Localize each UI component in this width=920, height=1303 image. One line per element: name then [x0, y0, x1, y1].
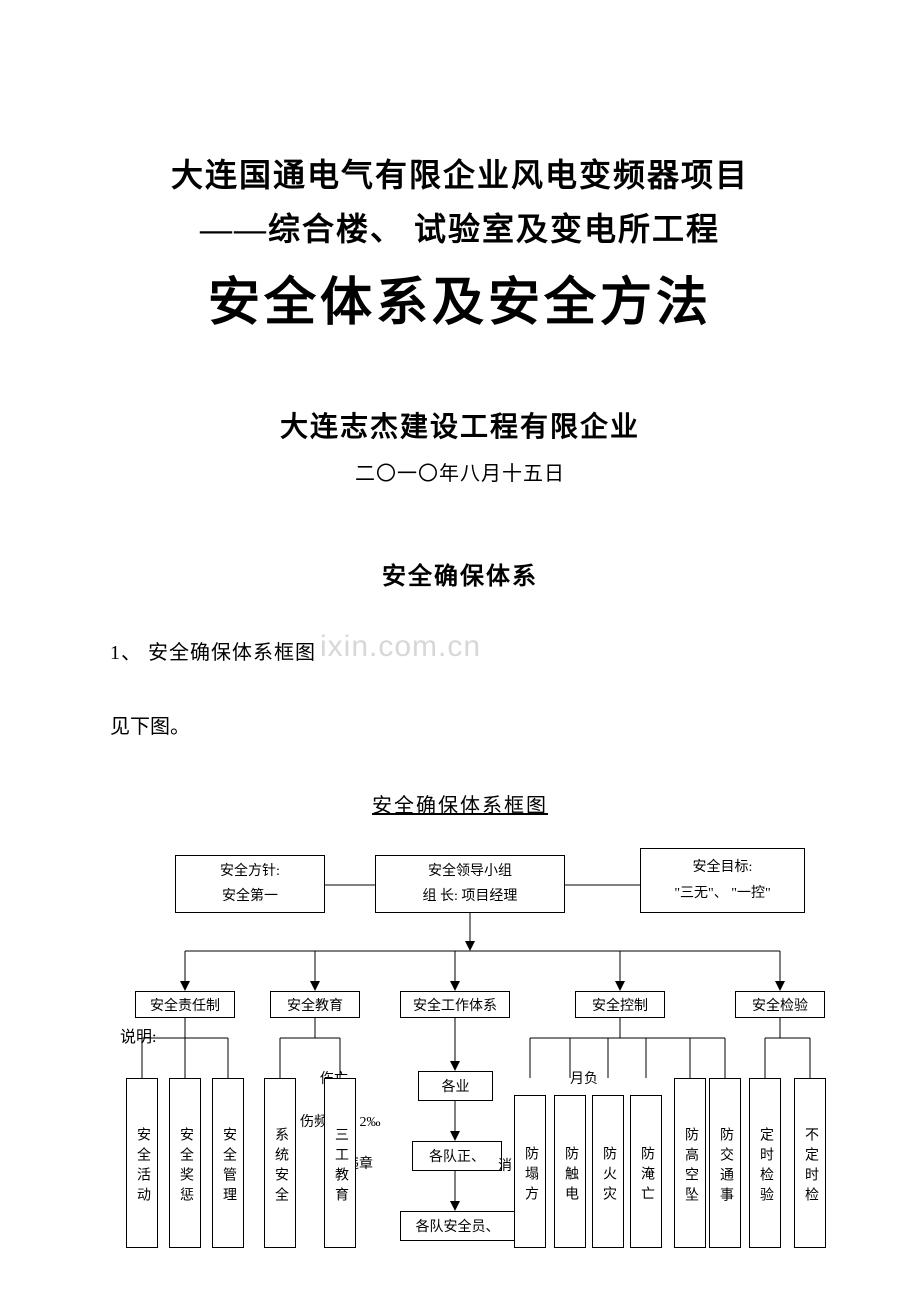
top-box-right: 安全目标: "三无"、 "一控" [640, 848, 805, 913]
document-date: 二〇一〇年八月十五日 [0, 457, 920, 486]
document-main-title: 安全体系及安全方法 [0, 260, 920, 335]
vbox-9: 防淹亡 [630, 1095, 662, 1248]
top-right-line1: 安全目标: [693, 855, 753, 880]
top-box-left: 安全方针: 安全第一 [175, 855, 325, 913]
chart-title: 安全确保体系框图 [0, 789, 920, 818]
top-left-line1: 安全方针: [220, 859, 280, 884]
vbox-4: 系统安全 [264, 1078, 296, 1248]
section-title: 安全确保体系 [0, 556, 920, 591]
mid-box-2: 各队正、 [412, 1141, 502, 1171]
org-chart-diagram: 安全方针: 安全第一 安全领导小组 组 长: 项目经理 安全目标: "三无"、 … [0, 843, 920, 1303]
vbox-1: 安全活动 [126, 1078, 158, 1248]
ghost-xiao: 消 [498, 1155, 512, 1175]
top-box-center: 安全领导小组 组 长: 项目经理 [375, 855, 565, 913]
vbox-12: 定时检验 [749, 1078, 781, 1248]
vbox-10: 防高空坠 [674, 1078, 706, 1248]
sub-heading: 1、 安全确保体系框图 [110, 636, 920, 665]
row2-box-5: 安全检验 [735, 991, 825, 1018]
row2-box-2: 安全教育 [270, 991, 360, 1018]
see-below-text: 见下图。 [110, 710, 920, 739]
row2-box-1: 安全责任制 [135, 991, 235, 1018]
top-right-line2: "三无"、 "一控" [674, 881, 770, 906]
mid-box-1: 各业 [418, 1071, 493, 1101]
project-title-line2: ——综合楼、 试验室及变电所工程 [0, 204, 920, 250]
vbox-11: 防交通事 [709, 1078, 741, 1248]
vbox-13: 不定时检 [794, 1078, 826, 1248]
vbox-3: 安全管理 [212, 1078, 244, 1248]
mid-box-3: 各队安全员、 [400, 1211, 515, 1241]
vbox-8: 防火灾 [592, 1095, 624, 1248]
row2-box-3: 安全工作体系 [400, 991, 510, 1018]
top-center-line2: 组 长: 项目经理 [423, 884, 518, 909]
row2-box-4: 安全控制 [575, 991, 665, 1018]
vbox-5: 三工教育 [324, 1078, 356, 1248]
company-name: 大连志杰建设工程有限企业 [0, 405, 920, 445]
vbox-2: 安全奖惩 [169, 1078, 201, 1248]
vbox-7: 防触电 [554, 1095, 586, 1248]
top-center-line1: 安全领导小组 [428, 859, 512, 884]
top-left-line2: 安全第一 [222, 884, 278, 909]
ghost-text-3: 月负 [570, 1068, 598, 1088]
shuo-ming-label: 说明: [120, 1023, 156, 1047]
project-title-line1: 大连国通电气有限企业风电变频器项目 [0, 150, 920, 196]
vbox-6: 防塌方 [514, 1095, 546, 1248]
